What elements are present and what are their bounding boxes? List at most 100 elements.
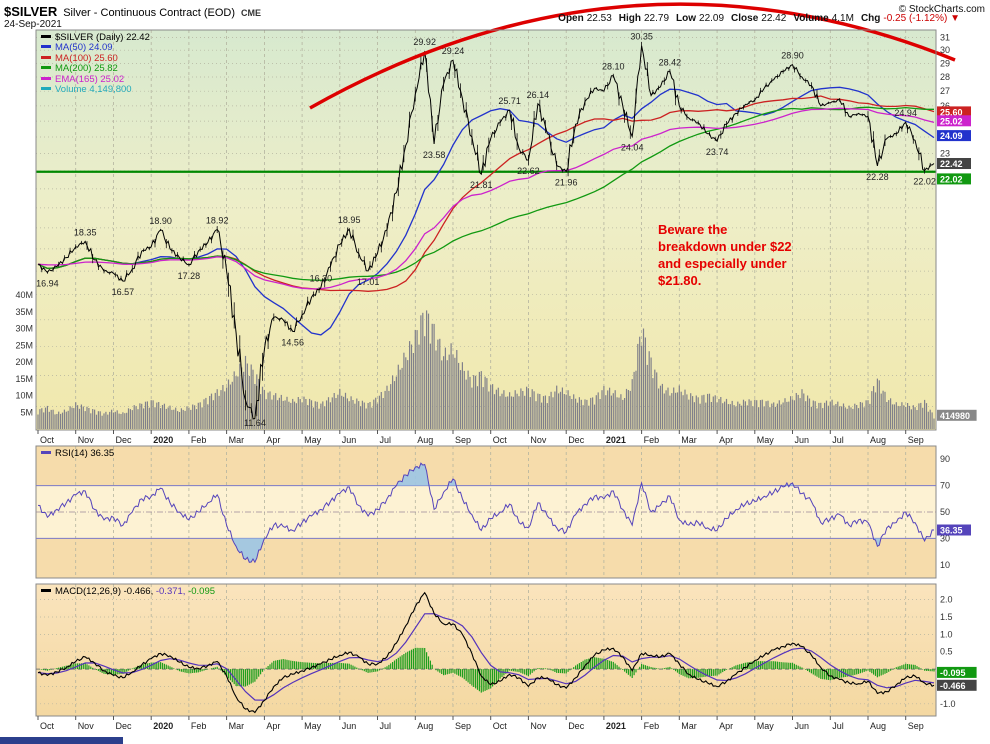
volume-bar xyxy=(705,402,707,429)
volume-bar xyxy=(576,402,579,429)
volume-bar xyxy=(635,370,637,429)
axis-month-label: Apr xyxy=(266,435,280,445)
macd-histogram-bar xyxy=(199,669,201,672)
macd-histogram-bar xyxy=(729,668,731,670)
macd-histogram-bar xyxy=(278,659,280,670)
macd-histogram-bar xyxy=(459,669,462,677)
volume-bar xyxy=(152,400,154,429)
macd-histogram-bar xyxy=(229,669,231,681)
macd-histogram-bar xyxy=(671,668,673,670)
macd-histogram-bar xyxy=(80,663,82,670)
macd-histogram-bar xyxy=(478,669,480,692)
macd-histogram-bar xyxy=(399,656,401,670)
macd-histogram-bar xyxy=(367,669,369,673)
volume-bar xyxy=(60,413,62,429)
macd-histogram-bar xyxy=(390,663,392,670)
legend-label: Volume 4,149,800 xyxy=(55,84,132,96)
volume-bar xyxy=(265,399,267,429)
volume-bar xyxy=(927,411,929,429)
axis-month-label: Nov xyxy=(530,721,547,731)
macd-histogram-bar xyxy=(527,669,529,677)
volume-bar xyxy=(920,402,922,429)
volume-bar xyxy=(46,405,48,429)
volume-bar xyxy=(873,386,875,429)
rsi-legend: RSI(14) 36.35 xyxy=(41,448,114,459)
volume-bar xyxy=(612,393,614,429)
macd-histogram-bar xyxy=(933,669,935,672)
volume-bar xyxy=(307,405,309,429)
rsi-axis-value-box xyxy=(937,524,971,536)
volume-bar xyxy=(601,390,603,429)
macd-histogram-bar xyxy=(718,669,720,675)
volume-bar xyxy=(905,406,907,429)
volume-bar xyxy=(526,386,528,429)
volume-bar xyxy=(637,343,639,429)
volume-bar xyxy=(73,408,75,429)
macd-histogram-bar xyxy=(725,669,728,670)
volume-bar xyxy=(252,369,254,429)
macd-histogram-bar xyxy=(310,662,313,670)
volume-bar xyxy=(67,410,69,429)
volume-bar xyxy=(599,399,601,429)
volume-bar xyxy=(456,350,458,429)
rsi-legend-item: RSI(14) 36.35 xyxy=(41,448,114,459)
macd-histogram-bar xyxy=(261,669,264,672)
volume-bar xyxy=(507,396,509,429)
macd-histogram-bar xyxy=(856,669,858,675)
volume-axis-label: 35M xyxy=(15,307,33,317)
volume-bar xyxy=(669,395,671,429)
macd-histogram-bar xyxy=(795,664,797,670)
macd-histogram-bar xyxy=(929,669,931,672)
volume-bar xyxy=(686,394,688,429)
volume-bar xyxy=(209,396,211,429)
volume-bar xyxy=(739,403,741,429)
macd-histogram-bar xyxy=(111,669,113,675)
macd-histogram-bar xyxy=(303,662,305,670)
volume-bar xyxy=(392,375,394,429)
volume-bar xyxy=(692,396,694,429)
volume-bar xyxy=(480,371,482,429)
macd-histogram-bar xyxy=(882,669,884,675)
macd-histogram-bar xyxy=(857,669,860,674)
volume-bar xyxy=(625,388,628,429)
macd-histogram-bar xyxy=(41,669,43,670)
macd-histogram-bar xyxy=(75,663,77,670)
macd-histogram-bar xyxy=(177,669,179,671)
macd-axis-value: -0.095 xyxy=(940,668,966,678)
macd-histogram-bar xyxy=(693,669,695,678)
macd-histogram-bar xyxy=(778,661,780,670)
macd-histogram-bar xyxy=(720,669,722,674)
volume-bar xyxy=(793,400,795,429)
overlay-line xyxy=(37,106,934,281)
macd-histogram-bar xyxy=(652,667,654,670)
macd-histogram-bar xyxy=(808,669,811,673)
volume-bar xyxy=(482,387,484,429)
macd-histogram-bar xyxy=(799,666,801,670)
macd-histogram-bar xyxy=(71,664,73,670)
volume-bar xyxy=(488,391,490,429)
volume-bar xyxy=(907,403,909,429)
volume-bar xyxy=(710,402,712,429)
volume-bar xyxy=(473,375,475,429)
macd-histogram-bar xyxy=(282,659,284,670)
macd-histogram-bar xyxy=(352,665,354,670)
macd-histogram-bar xyxy=(903,664,905,670)
volume-bar xyxy=(558,393,560,429)
macd-histogram-bar xyxy=(841,669,843,678)
macd-histogram-bar xyxy=(786,662,788,670)
volume-bar xyxy=(841,406,843,429)
volume-bar xyxy=(869,403,871,429)
volume-bar xyxy=(646,364,648,429)
volume-bar xyxy=(624,398,626,429)
volume-bar xyxy=(654,369,656,429)
volume-bar xyxy=(816,408,818,429)
volume-bar xyxy=(867,400,869,429)
volume-bar xyxy=(833,405,835,429)
volume-bar xyxy=(418,344,420,429)
price-swing-label: 18.95 xyxy=(338,215,361,225)
volume-bar xyxy=(535,401,537,429)
volume-bar xyxy=(426,310,428,429)
axis-month-label: Mar xyxy=(229,721,245,731)
volume-bar xyxy=(112,412,115,429)
volume-bar xyxy=(243,371,245,429)
